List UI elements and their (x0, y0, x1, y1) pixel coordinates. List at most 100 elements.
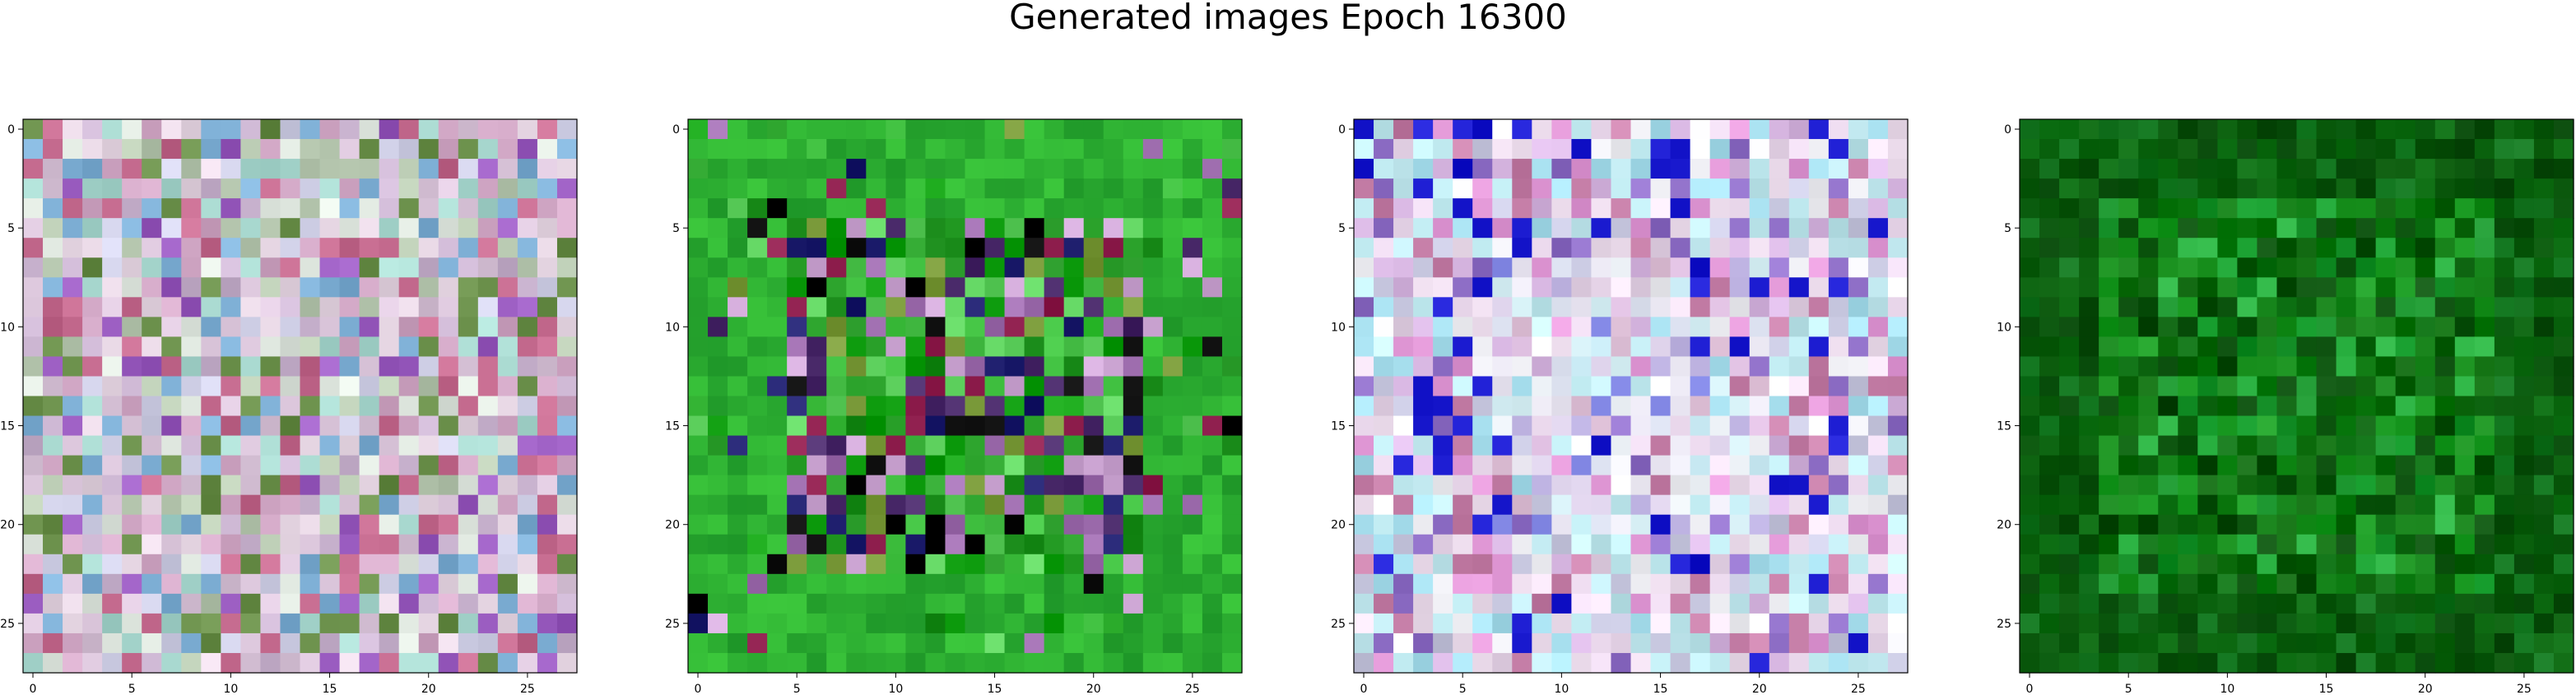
pixel-cell (965, 415, 986, 437)
pixel-cell (1512, 297, 1532, 317)
pixel-cell (181, 317, 202, 337)
pixel-cell (826, 178, 847, 199)
pixel-cell (807, 376, 827, 397)
pixel-cell (2197, 317, 2218, 337)
pixel-cell (1413, 336, 1434, 358)
pixel-cell (497, 238, 518, 258)
pixel-cell (1571, 139, 1593, 160)
pixel-cell (2296, 198, 2318, 219)
pixel-cell (477, 139, 499, 160)
pixel-cell (438, 159, 459, 179)
pixel-cell (1729, 534, 1751, 555)
y-tick-label: 20 (1331, 519, 1346, 532)
pixel-cell (319, 218, 341, 239)
pixel-cell (728, 396, 748, 417)
pixel-cell (1044, 238, 1065, 258)
pixel-cell (1887, 277, 1909, 298)
pixel-cell (1083, 593, 1104, 614)
pixel-cell (1729, 573, 1751, 595)
pixel-cell (1512, 257, 1532, 278)
pixel-cell (1848, 356, 1869, 378)
pixel-cell (1123, 119, 1144, 140)
pixel-cell (728, 652, 748, 674)
pixel-cell (1887, 554, 1909, 575)
pixel-cell (2415, 277, 2436, 298)
pixel-cell (2276, 159, 2298, 179)
pixel-cell (221, 494, 241, 516)
pixel-cell (2316, 317, 2337, 337)
pixel-cell (1083, 119, 1104, 140)
pixel-cell (161, 178, 182, 199)
pixel-cell (787, 376, 807, 397)
pixel-cell (807, 613, 827, 634)
x-tick-label: 25 (1851, 683, 1866, 695)
pixel-cell (2039, 514, 2060, 535)
pixel-cell (23, 119, 44, 140)
pixel-cell (1551, 198, 1572, 219)
pixel-cell (458, 376, 479, 397)
pixel-cell (161, 613, 182, 634)
pixel-cell (1729, 218, 1751, 239)
pixel-cell (1551, 317, 1572, 337)
pixel-cell (1004, 514, 1025, 535)
pixel-cell (102, 159, 123, 179)
pixel-cell (1472, 494, 1493, 516)
pixel-cell (1354, 494, 1374, 516)
pixel-cell (728, 178, 748, 199)
pixel-cell (1123, 297, 1144, 317)
pixel-cell (1063, 652, 1085, 674)
pixel-cell (2158, 297, 2178, 317)
pixel-cell (2257, 317, 2278, 337)
pixel-cell (359, 317, 380, 337)
pixel-cell (1867, 139, 1889, 160)
pixel-cell (767, 238, 788, 258)
pixel-cell (2355, 257, 2377, 278)
pixel-cell (517, 613, 538, 634)
pixel-cell (221, 198, 241, 219)
pixel-cell (1103, 534, 1124, 555)
pixel-cell (1848, 139, 1869, 160)
pixel-cell (1611, 613, 1632, 634)
pixel-cell (2336, 415, 2357, 437)
pixel-cell (161, 396, 182, 417)
pixel-cell (1354, 198, 1374, 219)
pixel-cell (1709, 613, 1731, 634)
pixel-cell (537, 159, 558, 179)
pixel-cell (1551, 455, 1572, 476)
pixel-cell (1749, 534, 1770, 555)
pixel-cell (2276, 178, 2298, 199)
pixel-cell (1670, 593, 1691, 614)
pixel-cell (1828, 159, 1849, 179)
pixel-cell (925, 317, 946, 337)
pixel-cell (300, 613, 321, 634)
pixel-cell (1867, 297, 1889, 317)
pixel-cell (925, 297, 946, 317)
pixel-cell (1182, 356, 1203, 378)
pixel-cell (905, 257, 927, 278)
pixel-cell (1413, 554, 1434, 575)
pixel-cell (2355, 455, 2377, 476)
pixel-cell (2197, 494, 2218, 516)
pixel-cell (1512, 534, 1532, 555)
pixel-cell (181, 573, 202, 595)
pixel-cell (2237, 336, 2258, 358)
pixel-cell (2454, 632, 2476, 654)
pixel-cell (1142, 297, 1164, 317)
pixel-cell (2454, 475, 2476, 496)
pixel-cell (1413, 652, 1434, 674)
y-tick-label: 25 (665, 618, 680, 631)
pixel-cell (767, 257, 788, 278)
pixel-cell (2118, 652, 2139, 674)
pixel-cell (260, 593, 281, 614)
pixel-cell (82, 376, 103, 397)
pixel-cell (1063, 218, 1085, 239)
pixel-cell (102, 435, 123, 456)
pixel-cell (1611, 159, 1632, 179)
pixel-cell (1828, 632, 1849, 654)
pixel-cell (2020, 277, 2040, 298)
pixel-cell (1670, 218, 1691, 239)
pixel-cell (965, 573, 986, 595)
pixel-cell (2454, 593, 2476, 614)
pixel-cell (2237, 257, 2258, 278)
pixel-cell (1103, 178, 1124, 199)
